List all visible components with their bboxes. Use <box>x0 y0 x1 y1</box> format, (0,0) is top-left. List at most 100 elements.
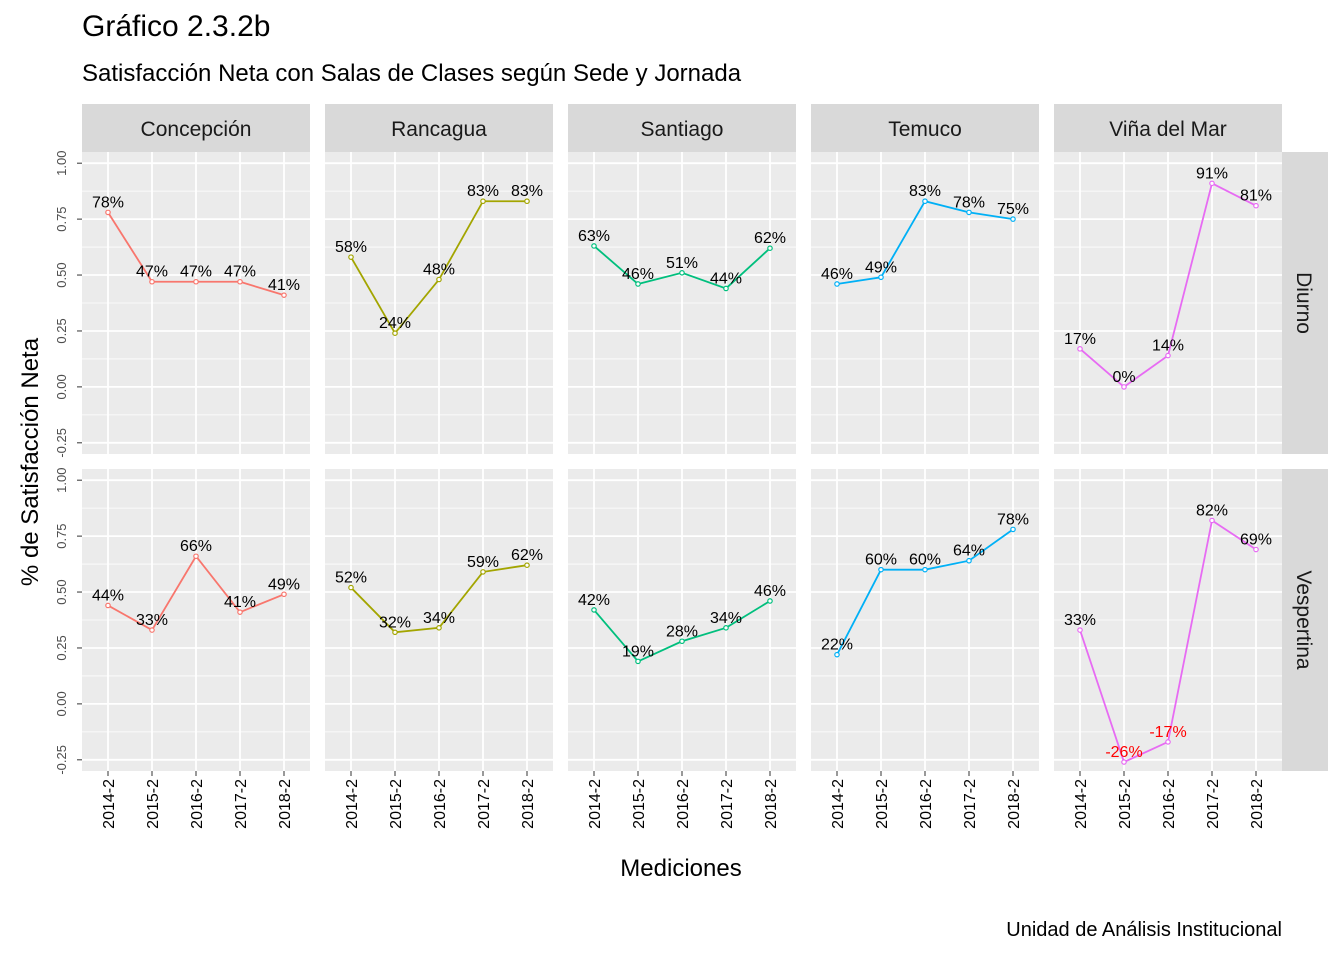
data-point-vina-del-mar-vespertina-2 <box>1121 759 1127 765</box>
data-label-temuco-vespertina-5: 78% <box>997 511 1029 528</box>
row-strip-vespertina <box>1282 469 1328 771</box>
data-point-temuco-vespertina-1 <box>834 651 840 658</box>
y-tick-label: -0.25 <box>54 428 69 458</box>
data-point-santiago-diurno-1 <box>591 243 597 249</box>
data-point-rancagua-diurno-4 <box>480 198 486 205</box>
data-label-rancagua-vespertina-5: 62% <box>511 547 543 564</box>
data-label-temuco-vespertina-4: 64% <box>953 543 985 560</box>
data-label-santiago-vespertina-5: 46% <box>754 583 786 600</box>
x-tick-label: 2015-2 <box>631 779 648 829</box>
x-tick-label: 2017-2 <box>962 779 979 829</box>
x-tick-label: 2016-2 <box>1161 779 1178 829</box>
data-label-santiago-diurno-1: 63% <box>578 228 610 245</box>
data-label-temuco-vespertina-1: 22% <box>821 637 853 654</box>
y-tick-label: 0.50 <box>54 579 69 604</box>
data-label-vina-del-mar-vespertina-3: -17% <box>1149 724 1186 741</box>
data-label-temuco-diurno-2: 49% <box>865 259 897 276</box>
data-label-vina-del-mar-diurno-5: 81% <box>1240 188 1272 205</box>
y-tick-label: 0.00 <box>54 374 69 399</box>
x-tick-label: 2014-2 <box>1073 779 1090 829</box>
data-label-concepcion-vespertina-3: 66% <box>180 538 212 555</box>
data-label-vina-del-mar-vespertina-4: 82% <box>1196 502 1228 519</box>
faceted-line-chart: Concepción Rancagua Santiago Temuco Viña del… <box>17 104 1328 882</box>
data-label-santiago-vespertina-3: 28% <box>666 623 698 640</box>
data-label-vina-del-mar-diurno-1: 17% <box>1064 331 1096 348</box>
data-label-santiago-vespertina-2: 19% <box>622 643 654 660</box>
row-strip-diurno <box>1282 152 1328 454</box>
data-label-temuco-vespertina-2: 60% <box>865 552 897 569</box>
data-label-concepcion-vespertina-4: 41% <box>224 594 256 611</box>
data-label-temuco-diurno-4: 78% <box>953 194 985 211</box>
y-tick-label: 0.75 <box>54 206 69 231</box>
data-label-santiago-diurno-2: 46% <box>622 266 654 283</box>
y-tick-label: 0.50 <box>54 262 69 287</box>
data-label-vina-del-mar-vespertina-2: -26% <box>1105 744 1142 761</box>
data-point-temuco-diurno-3 <box>922 198 928 205</box>
x-tick-label: 2017-2 <box>1205 779 1222 829</box>
data-label-rancagua-vespertina-4: 59% <box>467 554 499 571</box>
y-tick-label: 0.75 <box>54 523 69 548</box>
data-label-santiago-diurno-5: 62% <box>754 230 786 247</box>
x-tick-label: 2017-2 <box>719 779 736 829</box>
x-axis-title: Mediciones <box>620 855 741 882</box>
data-point-temuco-diurno-2 <box>878 274 884 281</box>
data-label-santiago-diurno-3: 51% <box>666 255 698 272</box>
data-point-santiago-vespertina-4 <box>723 625 729 631</box>
data-point-vina-del-mar-vespertina-5 <box>1253 546 1259 553</box>
data-label-temuco-vespertina-3: 60% <box>909 552 941 569</box>
chart-title: Gráfico 2.3.2b <box>82 10 271 43</box>
chart-caption: Unidad de Análisis Institucional <box>1006 919 1282 941</box>
data-label-concepcion-diurno-5: 41% <box>268 277 300 294</box>
data-point-concepcion-vespertina-4 <box>237 609 243 615</box>
data-label-temuco-diurno-5: 75% <box>997 201 1029 218</box>
x-tick-label: 2015-2 <box>145 779 162 829</box>
x-tick-label: 2017-2 <box>233 779 250 829</box>
data-point-concepcion-vespertina-5 <box>281 591 287 598</box>
facet-strip-label-vina-del-mar: Viña del Mar <box>1109 118 1227 141</box>
data-point-temuco-vespertina-5 <box>1010 526 1016 533</box>
facet-strip-label-rancagua: Rancagua <box>391 118 487 141</box>
data-point-santiago-vespertina-1 <box>591 607 597 613</box>
data-label-temuco-diurno-3: 83% <box>909 183 941 200</box>
data-label-vina-del-mar-diurno-3: 14% <box>1152 338 1184 355</box>
x-tick-label: 2018-2 <box>520 779 537 829</box>
facet-strip-label-temuco: Temuco <box>888 118 962 141</box>
x-tick-label: 2016-2 <box>432 779 449 829</box>
x-tick-label: 2014-2 <box>101 779 118 829</box>
data-point-rancagua-diurno-5 <box>524 198 530 205</box>
data-label-concepcion-diurno-3: 47% <box>180 264 212 281</box>
data-point-rancagua-vespertina-2 <box>392 629 398 636</box>
data-point-vina-del-mar-diurno-5 <box>1253 202 1259 209</box>
data-point-temuco-vespertina-3 <box>922 566 928 573</box>
x-tick-label: 2014-2 <box>830 779 847 829</box>
data-point-rancagua-vespertina-5 <box>524 562 530 568</box>
facet-strip-label-santiago: Santiago <box>641 118 724 141</box>
x-tick-label: 2018-2 <box>277 779 294 829</box>
x-tick-label: 2015-2 <box>874 779 891 829</box>
data-point-vina-del-mar-vespertina-4 <box>1209 517 1215 524</box>
data-point-temuco-vespertina-2 <box>878 566 884 573</box>
x-tick-label: 2014-2 <box>344 779 361 829</box>
data-point-concepcion-diurno-2 <box>149 278 155 285</box>
x-tick-label: 2018-2 <box>1006 779 1023 829</box>
data-point-concepcion-diurno-5 <box>281 292 287 298</box>
row-strip-label-vespertina: Vespertina <box>1292 570 1315 670</box>
data-point-santiago-diurno-4 <box>723 285 729 292</box>
data-point-concepcion-diurno-3 <box>193 278 199 285</box>
data-label-rancagua-vespertina-3: 34% <box>423 610 455 627</box>
data-label-concepcion-vespertina-1: 44% <box>92 587 124 604</box>
data-point-concepcion-diurno-1 <box>105 209 111 216</box>
data-label-rancagua-diurno-2: 24% <box>379 315 411 332</box>
data-label-vina-del-mar-vespertina-5: 69% <box>1240 532 1272 549</box>
x-tick-label: 2018-2 <box>1249 779 1266 829</box>
data-label-temuco-diurno-1: 46% <box>821 266 853 283</box>
y-tick-label: -0.25 <box>54 745 69 775</box>
data-point-rancagua-diurno-1 <box>348 254 354 260</box>
x-tick-label: 2016-2 <box>675 779 692 829</box>
data-label-concepcion-diurno-1: 78% <box>92 194 124 211</box>
data-point-rancagua-vespertina-4 <box>480 569 486 575</box>
y-axis-title: % de Satisfacción Neta <box>17 337 44 586</box>
data-label-concepcion-diurno-2: 47% <box>136 264 168 281</box>
data-point-santiago-diurno-2 <box>635 281 641 287</box>
data-label-concepcion-vespertina-2: 33% <box>136 612 168 629</box>
